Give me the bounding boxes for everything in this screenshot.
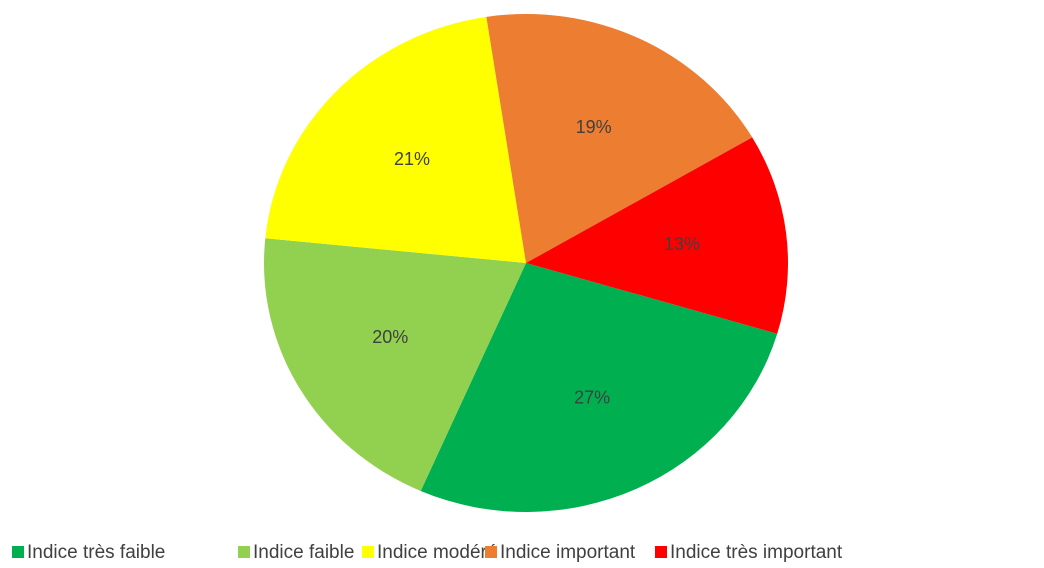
legend-swatch bbox=[362, 546, 374, 558]
data-label: 13% bbox=[664, 234, 700, 254]
pie-slice bbox=[420, 263, 778, 512]
legend-label: Indice faible bbox=[253, 542, 354, 563]
pie-slice bbox=[526, 137, 788, 334]
legend-swatch bbox=[655, 546, 667, 558]
pie-slice bbox=[486, 13, 753, 263]
legend-label: Indice très faible bbox=[27, 542, 165, 563]
legend-swatch bbox=[238, 546, 250, 558]
legend-label: Indice très important bbox=[670, 542, 843, 563]
legend-label: Indice important bbox=[500, 542, 636, 563]
data-label: 20% bbox=[372, 327, 408, 347]
pie-slice bbox=[264, 238, 526, 491]
legend-label: Indice modéré bbox=[377, 542, 497, 563]
legend-swatch bbox=[485, 546, 497, 558]
legend-swatch bbox=[12, 546, 24, 558]
pie-slice bbox=[265, 16, 526, 264]
data-label: 21% bbox=[394, 149, 430, 169]
data-label: 27% bbox=[574, 387, 610, 407]
data-label: 19% bbox=[576, 117, 612, 137]
